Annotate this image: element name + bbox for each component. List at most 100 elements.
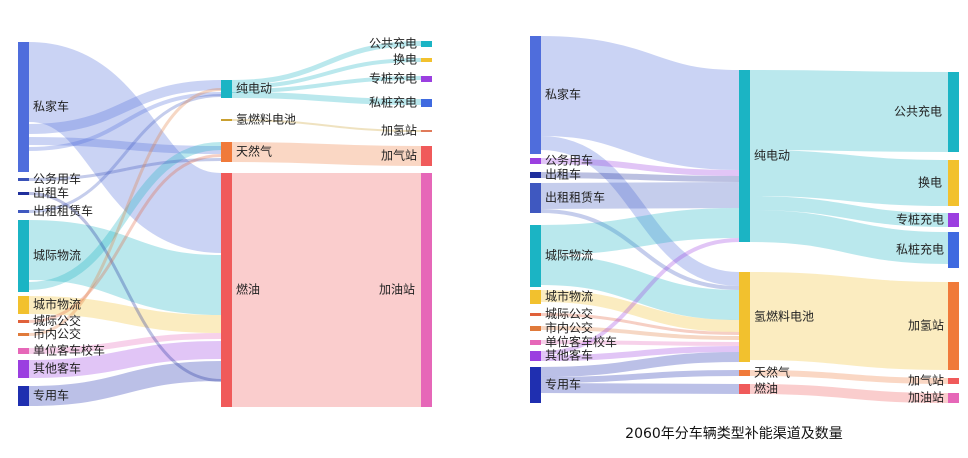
sankey-node-cs [530, 290, 541, 304]
node-label-ggcd: 公共充电 [369, 36, 417, 51]
node-label-qt: 其他客车 [33, 361, 81, 376]
sankey-link [231, 41, 422, 85]
sankey-link [231, 76, 422, 93]
node-label-czz: 出租租赁车 [545, 190, 605, 205]
node-label-zzcd: 专桩充电 [369, 71, 417, 86]
sankey-link [28, 80, 222, 134]
sankey-link [28, 220, 222, 315]
sankey-link [749, 210, 949, 264]
sankey-node-sj [530, 36, 541, 154]
sankey-link [540, 172, 740, 182]
node-label-zy: 专用车 [33, 388, 69, 403]
sankey-node-cdd [739, 70, 750, 242]
sankey-link [231, 92, 422, 105]
sankey-node-csgj [18, 333, 29, 336]
link-group [540, 36, 949, 403]
sankey-node-zzcd [948, 213, 959, 227]
sankey-link [28, 142, 222, 290]
sankey-link [540, 290, 740, 332]
node-label-cs: 城市物流 [545, 289, 593, 304]
sankey-link [231, 142, 422, 166]
sankey-node-ggcd [421, 41, 432, 47]
sankey-link [26, 42, 224, 253]
sankey-node-ggcd [948, 72, 959, 152]
node-label-csgj: 市内公交 [545, 320, 593, 335]
node-label-jyz: 加油站 [908, 391, 944, 405]
node-label-qr: 氢燃料电池 [236, 112, 296, 127]
sankey-node-gw [18, 178, 29, 181]
sankey-link [540, 208, 740, 255]
sankey-link [749, 370, 949, 384]
sankey-node-hd [948, 160, 959, 206]
node-label-csgj: 市内公交 [33, 326, 81, 341]
sankey-link [28, 192, 222, 382]
node-label-gw: 公务用车 [33, 171, 81, 186]
sankey-link [28, 158, 222, 181]
sankey-node-cjgj [530, 313, 541, 316]
node-label-jqz: 加氢站 [908, 318, 944, 333]
sankey-node-jqzg [948, 378, 959, 384]
node-label-ry: 燃油 [236, 282, 260, 297]
sankey-link [28, 333, 222, 354]
node-label-cjgj: 城际公交 [33, 313, 81, 328]
node-label-sj: 私家车 [545, 87, 581, 102]
sankey-link [28, 92, 222, 151]
sankey-node-szcd [421, 99, 432, 107]
sankey-link [540, 313, 740, 335]
sankey-node-dw [18, 348, 29, 354]
node-label-zy: 专用车 [545, 377, 581, 392]
sankey-link [231, 58, 422, 89]
sankey-node-cjgj [18, 320, 29, 323]
node-label-cz: 出租车 [33, 185, 69, 200]
sankey-node-qt [530, 351, 541, 361]
sankey-node-hd [421, 58, 432, 62]
sankey-node-zzcd [421, 76, 432, 82]
node-label-jqzg: 加气站 [908, 373, 944, 388]
node-label-qr: 氢燃料电池 [754, 309, 814, 324]
link-group [26, 41, 422, 408]
node-label-cdd: 纯电动 [754, 149, 790, 163]
sankey-link [540, 136, 740, 286]
sankey-node-zy [530, 367, 541, 403]
sankey-link [540, 383, 740, 394]
sankey-node-qt [18, 360, 29, 378]
sankey-link [749, 150, 949, 206]
sankey-link [28, 154, 222, 323]
sankey-link [540, 340, 740, 346]
sankey-node-sj [18, 42, 29, 172]
node-label-sj: 私家车 [33, 99, 69, 114]
sankey-node-jqz [421, 130, 432, 132]
node-label-cj: 城际物流 [545, 249, 593, 263]
node-label-cjgj: 城际公交 [545, 306, 593, 321]
node-label-hd: 换电 [918, 176, 942, 190]
sankey-link [28, 341, 222, 378]
sankey-node-szcd [948, 232, 959, 268]
node-label-dw: 单位客车校车 [545, 334, 617, 349]
node-label-trq: 天然气 [236, 144, 272, 159]
sankey-chart-1: 私家车公务用车出租车出租租赁车城际物流城市物流城际公交市内公交单位客车校车其他客… [18, 36, 432, 408]
sankey-link [28, 361, 222, 406]
sankey-link [540, 255, 740, 320]
sankey-node-dw [530, 340, 541, 345]
sankey-node-czz [18, 210, 29, 213]
sankey-node-trq [739, 370, 750, 376]
node-label-czz: 出租租赁车 [33, 203, 93, 218]
sankey-node-ry [739, 384, 750, 394]
sankey-link [28, 94, 222, 213]
sankey-node-jyz [421, 173, 432, 407]
node-label-szcd: 私桩充电 [896, 242, 944, 257]
sankey-node-cz [530, 172, 541, 178]
sankey-node-jqz [948, 282, 959, 370]
sankey-link [540, 370, 740, 383]
node-label-cdd: 纯电动 [236, 82, 272, 96]
sankey-link [28, 296, 222, 333]
sankey-node-qr [739, 272, 750, 362]
sankey-link [540, 346, 740, 361]
sankey-link [540, 352, 740, 377]
sankey-node-cj [530, 225, 541, 287]
sankey-link [540, 36, 740, 170]
sankey-node-gw [530, 158, 541, 164]
sankey-link [28, 137, 222, 154]
